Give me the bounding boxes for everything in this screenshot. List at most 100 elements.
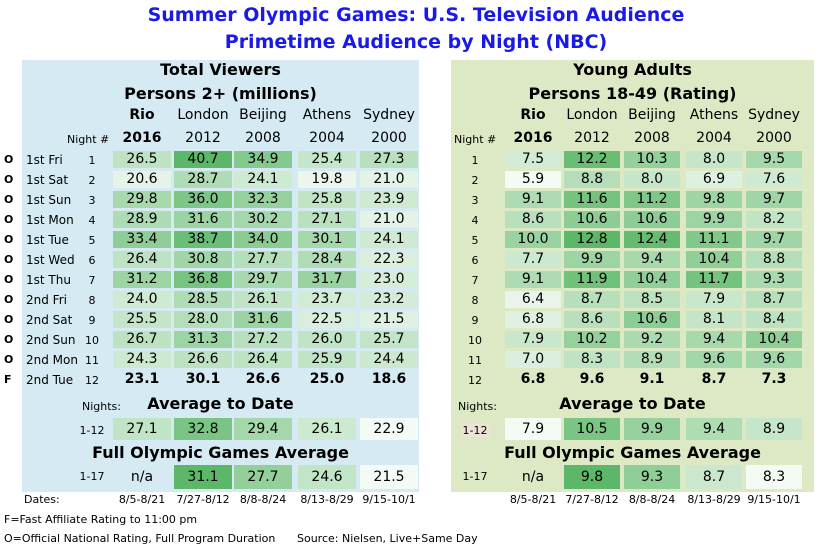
table-cell: 9.5 bbox=[746, 151, 802, 168]
night-number: 11 bbox=[85, 354, 99, 367]
night-label: 2nd Sat bbox=[26, 313, 73, 327]
table-cell: 29.8 bbox=[113, 191, 171, 208]
date-range: 8/5-8/21 bbox=[118, 493, 166, 506]
rating-flag: O bbox=[4, 153, 14, 166]
left-avg-range: 1-12 bbox=[79, 424, 105, 437]
rating-flag: O bbox=[4, 173, 14, 186]
night-number: 12 bbox=[468, 374, 482, 387]
date-range: 9/15-10/1 bbox=[362, 493, 416, 506]
table-cell: 7.6 bbox=[746, 171, 802, 188]
table-cell: 31.3 bbox=[174, 331, 232, 348]
date-range: 8/5-8/21 bbox=[509, 493, 557, 506]
table-cell: 18.6 bbox=[371, 371, 407, 387]
full-average-cell: n/a bbox=[130, 469, 154, 485]
table-cell: 26.4 bbox=[234, 351, 292, 368]
night-number: 7 bbox=[471, 274, 479, 287]
date-range: 9/15-10/1 bbox=[747, 493, 801, 506]
table-cell: 7.9 bbox=[505, 331, 561, 348]
night-label: 2nd Fri bbox=[26, 293, 67, 307]
date-range: 8/8-8/24 bbox=[628, 493, 676, 506]
rating-flag: O bbox=[4, 313, 14, 326]
left-year-header: 2000 bbox=[371, 130, 407, 146]
night-label: 2nd Sun bbox=[26, 333, 76, 347]
left-heading-sub: Persons 2+ (millions) bbox=[124, 84, 317, 103]
night-number: 10 bbox=[468, 334, 482, 347]
table-cell: 11.2 bbox=[624, 191, 680, 208]
date-range: 7/27-8/12 bbox=[565, 493, 619, 506]
table-cell: 12.4 bbox=[624, 231, 680, 248]
table-cell: 23.2 bbox=[360, 291, 418, 308]
table-cell: 8.7 bbox=[746, 291, 802, 308]
rating-flag: O bbox=[4, 333, 14, 346]
night-number: 7 bbox=[88, 274, 96, 287]
footnote-fast: F=Fast Affiliate Rating to 11:00 pm bbox=[4, 513, 198, 526]
table-cell: 10.6 bbox=[564, 211, 620, 228]
table-cell: 6.8 bbox=[505, 311, 561, 328]
right-city-header: Athens bbox=[689, 107, 739, 123]
table-cell: 22.5 bbox=[298, 311, 356, 328]
table-cell: 9.9 bbox=[564, 251, 620, 268]
table-cell: 11.1 bbox=[686, 231, 742, 248]
table-cell: 9.4 bbox=[686, 331, 742, 348]
full-average-cell: 8.7 bbox=[686, 465, 742, 489]
table-cell: 21.0 bbox=[360, 171, 418, 188]
right-year-header: 2004 bbox=[696, 130, 732, 146]
date-range: 8/8-8/24 bbox=[239, 493, 287, 506]
table-cell: 33.4 bbox=[113, 231, 171, 248]
full-average-cell: 31.1 bbox=[174, 465, 232, 489]
table-cell: 9.6 bbox=[746, 351, 802, 368]
rating-flag: F bbox=[4, 373, 12, 386]
left-heading-main: Total Viewers bbox=[160, 60, 281, 79]
night-number: 8 bbox=[88, 294, 96, 307]
table-cell: 29.7 bbox=[234, 271, 292, 288]
left-night-label: Night # bbox=[67, 133, 110, 146]
table-cell: 9.6 bbox=[579, 371, 605, 387]
footnote-source: Source: Nielsen, Live+Same Day bbox=[297, 532, 478, 545]
night-label: 1st Thu bbox=[26, 273, 71, 287]
table-cell: 30.1 bbox=[298, 231, 356, 248]
page-subtitle: Primetime Audience by Night (NBC) bbox=[224, 31, 608, 53]
table-cell: 23.1 bbox=[124, 371, 160, 387]
table-cell: 23.9 bbox=[360, 191, 418, 208]
table-cell: 6.9 bbox=[686, 171, 742, 188]
table-cell: 25.0 bbox=[309, 371, 345, 387]
table-cell: 24.0 bbox=[113, 291, 171, 308]
night-number: 9 bbox=[471, 314, 479, 327]
night-label: 1st Fri bbox=[26, 153, 63, 167]
table-cell: 30.2 bbox=[234, 211, 292, 228]
night-label: 1st Sat bbox=[26, 173, 69, 187]
table-cell: 22.3 bbox=[360, 251, 418, 268]
right-year-header: 2016 bbox=[513, 130, 553, 146]
table-cell: 23.7 bbox=[298, 291, 356, 308]
night-number: 5 bbox=[88, 234, 96, 247]
table-cell: 31.7 bbox=[298, 271, 356, 288]
table-cell: 8.6 bbox=[505, 211, 561, 228]
left-year-header: 2012 bbox=[185, 130, 221, 146]
table-cell: 26.6 bbox=[174, 351, 232, 368]
rating-flag: O bbox=[4, 353, 14, 366]
average-cell: 9.4 bbox=[686, 418, 742, 440]
full-average-cell: 24.6 bbox=[298, 465, 356, 489]
table-cell: 32.3 bbox=[234, 191, 292, 208]
right-avg-title: Average to Date bbox=[559, 394, 706, 413]
table-cell: 10.4 bbox=[686, 251, 742, 268]
date-range: 8/13-8/29 bbox=[300, 493, 354, 506]
table-cell: 25.8 bbox=[298, 191, 356, 208]
average-cell: 27.1 bbox=[113, 418, 171, 440]
table-cell: 28.5 bbox=[174, 291, 232, 308]
table-cell: 26.0 bbox=[298, 331, 356, 348]
table-cell: 23.0 bbox=[360, 271, 418, 288]
date-range: 7/27-8/12 bbox=[176, 493, 230, 506]
table-cell: 19.8 bbox=[298, 171, 356, 188]
table-cell: 9.8 bbox=[686, 191, 742, 208]
table-cell: 10.2 bbox=[564, 331, 620, 348]
table-cell: 26.4 bbox=[113, 251, 171, 268]
average-cell: 10.5 bbox=[564, 418, 620, 440]
average-cell: 9.9 bbox=[624, 418, 680, 440]
table-cell: 12.8 bbox=[564, 231, 620, 248]
table-cell: 9.6 bbox=[686, 351, 742, 368]
right-city-header: Sydney bbox=[748, 107, 800, 123]
table-cell: 8.5 bbox=[624, 291, 680, 308]
table-cell: 7.9 bbox=[686, 291, 742, 308]
table-cell: 26.7 bbox=[113, 331, 171, 348]
